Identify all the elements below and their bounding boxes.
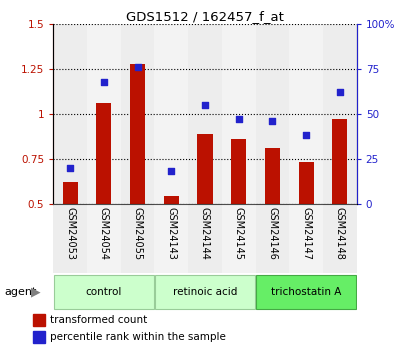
Bar bbox=[298, 162, 313, 204]
Bar bbox=[87, 204, 120, 273]
Text: GSM24147: GSM24147 bbox=[300, 207, 310, 260]
Bar bbox=[221, 204, 255, 273]
Text: ▶: ▶ bbox=[31, 285, 40, 298]
Bar bbox=[63, 182, 78, 204]
Bar bbox=[33, 314, 45, 326]
Bar bbox=[221, 24, 255, 204]
Bar bbox=[120, 24, 154, 204]
Bar bbox=[197, 134, 212, 204]
FancyBboxPatch shape bbox=[54, 275, 153, 308]
Bar bbox=[96, 103, 111, 204]
Point bbox=[268, 118, 275, 124]
Bar bbox=[289, 24, 322, 204]
Text: retinoic acid: retinoic acid bbox=[172, 287, 237, 296]
Text: GSM24145: GSM24145 bbox=[233, 207, 243, 260]
Text: agent: agent bbox=[4, 287, 36, 296]
Bar bbox=[33, 331, 45, 343]
Text: control: control bbox=[85, 287, 122, 296]
Point bbox=[302, 132, 309, 138]
Text: GSM24148: GSM24148 bbox=[334, 207, 344, 260]
Bar bbox=[154, 204, 188, 273]
Bar bbox=[331, 119, 346, 204]
Bar bbox=[322, 204, 356, 273]
Bar bbox=[163, 196, 178, 204]
Bar bbox=[87, 24, 120, 204]
Point bbox=[201, 102, 208, 108]
Point bbox=[168, 168, 174, 174]
Bar bbox=[322, 24, 356, 204]
Text: GSM24143: GSM24143 bbox=[166, 207, 176, 260]
Point bbox=[336, 90, 342, 95]
Bar bbox=[231, 139, 246, 204]
FancyBboxPatch shape bbox=[155, 275, 254, 308]
Bar bbox=[255, 204, 289, 273]
Text: GSM24054: GSM24054 bbox=[99, 207, 109, 260]
Text: transformed count: transformed count bbox=[50, 315, 147, 325]
Bar bbox=[130, 63, 145, 204]
Title: GDS1512 / 162457_f_at: GDS1512 / 162457_f_at bbox=[126, 10, 283, 23]
Text: GSM24053: GSM24053 bbox=[65, 207, 75, 260]
Bar bbox=[188, 24, 221, 204]
Text: GSM24144: GSM24144 bbox=[200, 207, 209, 260]
Text: trichostatin A: trichostatin A bbox=[270, 287, 340, 296]
Point bbox=[134, 65, 141, 70]
Bar bbox=[120, 204, 154, 273]
Text: percentile rank within the sample: percentile rank within the sample bbox=[50, 333, 225, 342]
Point bbox=[67, 165, 73, 170]
Bar bbox=[289, 204, 322, 273]
Bar bbox=[53, 24, 87, 204]
Bar bbox=[264, 148, 279, 204]
Point bbox=[100, 79, 107, 84]
Text: GSM24055: GSM24055 bbox=[132, 207, 142, 260]
FancyBboxPatch shape bbox=[256, 275, 355, 308]
Bar bbox=[154, 24, 188, 204]
Bar bbox=[188, 204, 221, 273]
Bar bbox=[53, 204, 87, 273]
Point bbox=[235, 117, 241, 122]
Text: GSM24146: GSM24146 bbox=[267, 207, 277, 260]
Bar bbox=[255, 24, 289, 204]
